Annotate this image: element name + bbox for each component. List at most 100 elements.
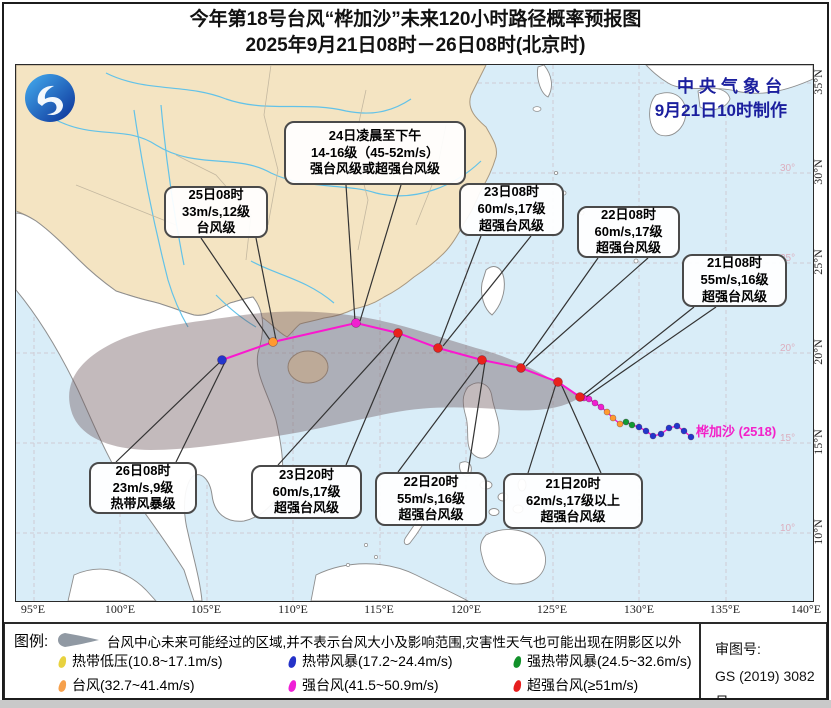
hainan-island bbox=[287, 350, 329, 384]
inner-lat-label: 30° bbox=[780, 163, 796, 174]
callout-24th: 24日凌晨至下午 14-16级（45-52m/s） 强台风级或超强台风级 bbox=[284, 121, 466, 185]
page-title: 今年第18号台风“桦加沙”未来120小时路径概率预报图 bbox=[189, 9, 642, 30]
borneo-island bbox=[310, 563, 469, 601]
lat-tick-label: 20°N bbox=[811, 339, 826, 365]
legend-item-label: 台风(32.7~41.4m/s) bbox=[72, 677, 195, 693]
page-subtitle: 2025年9月21日08时－26日08时(北京时) bbox=[245, 35, 586, 56]
legend-item-td: 热带低压(10.8~17.1m/s) bbox=[57, 651, 223, 671]
sty-marker-icon bbox=[287, 679, 298, 693]
callout-line: 21日08时 bbox=[707, 255, 762, 271]
legend-item-label: 强热带风暴(24.5~32.6m/s) bbox=[527, 653, 692, 669]
cma-logo bbox=[25, 74, 75, 122]
callout-line: 33m/s,12级 bbox=[182, 203, 250, 219]
legend-item-label: 热带低压(10.8~17.1m/s) bbox=[72, 653, 223, 669]
agency-name: 中央气象台 bbox=[677, 77, 787, 96]
lon-tick-label: 105°E bbox=[190, 602, 222, 616]
track-point bbox=[657, 430, 665, 438]
callout-line: 21日20时 bbox=[545, 475, 601, 491]
inner-lat-label: 25° bbox=[780, 253, 796, 264]
track-point bbox=[609, 414, 617, 422]
callout-line: 超强台风级 bbox=[540, 509, 606, 525]
track-point bbox=[673, 422, 681, 430]
track-point bbox=[616, 420, 624, 428]
legend-item-ts: 热带风暴(17.2~24.4m/s) bbox=[287, 651, 453, 671]
callout-22nd-20h: 22日20时 55m/s,16级 超强台风级 bbox=[375, 472, 487, 526]
callout-line: 60m/s,17级 bbox=[477, 201, 546, 217]
sumatra-island bbox=[67, 568, 157, 601]
callout-23rd-08h: 23日08时 60m/s,17级 超强台风级 bbox=[459, 183, 564, 236]
callout-line: 55m/s,16级 bbox=[700, 272, 769, 288]
callout-line: 60m/s,17级 bbox=[594, 223, 663, 239]
callout-line: 超强台风级 bbox=[701, 288, 767, 304]
callout-line: 55m/s,16级 bbox=[397, 490, 465, 506]
track-point bbox=[635, 423, 643, 431]
map-title-block: 今年第18号台风“桦加沙”未来120小时路径概率预报图 2025年9月21日08… bbox=[0, 7, 831, 59]
track-point bbox=[268, 337, 278, 347]
lon-tick-label: 95°E bbox=[20, 602, 46, 616]
cone-icon bbox=[58, 633, 99, 647]
approval-label: 审图号: bbox=[715, 641, 761, 657]
td-marker-icon bbox=[57, 655, 68, 669]
track-point bbox=[351, 318, 361, 328]
lat-tick-label: 35°N bbox=[811, 69, 826, 95]
callout-line: 超强台风级 bbox=[595, 240, 661, 256]
callout-line: 62m/s,17级以上 bbox=[526, 492, 620, 508]
callout-line: 22日08时 bbox=[601, 206, 656, 222]
callout-line: 26日08时 bbox=[115, 462, 171, 478]
callout-line: 24日凌晨至下午 bbox=[328, 127, 422, 143]
track-point bbox=[591, 399, 599, 407]
callout-line: 60m/s,17级 bbox=[272, 483, 341, 499]
track-point bbox=[680, 427, 688, 435]
lon-tick-label: 130°E bbox=[623, 602, 655, 616]
lat-tick-label: 30°N bbox=[811, 159, 826, 185]
callout-21st-20h: 21日20时 62m/s,17级以上 超强台风级 bbox=[503, 473, 643, 529]
callout-line: 22日20时 bbox=[403, 473, 459, 489]
callout-line: 超强台风级 bbox=[398, 507, 464, 523]
bottom-gray-strip bbox=[0, 700, 831, 708]
ty-marker-icon bbox=[57, 679, 68, 693]
callout-line: 热带风暴级 bbox=[110, 496, 176, 512]
callout-25th-08h: 25日08时 33m/s,12级 台风级 bbox=[164, 186, 268, 238]
legend-divider bbox=[699, 624, 701, 698]
callout-line: 台风级 bbox=[196, 220, 236, 236]
ts-marker-icon bbox=[287, 655, 298, 669]
legend-panel: 图例: 台风中心未来可能经过的区域,并不表示台风大小及影响范围,灾害性天气也可能… bbox=[3, 622, 828, 708]
sts-marker-icon bbox=[512, 655, 523, 669]
callout-line: 23m/s,9级 bbox=[112, 479, 174, 495]
typhoon-track bbox=[217, 318, 695, 441]
legend-heading: 图例: bbox=[14, 633, 49, 650]
lat-tick-label: 10°N bbox=[811, 519, 826, 545]
legend-item-label: 强台风(41.5~50.9m/s) bbox=[302, 677, 439, 693]
korea-peninsula bbox=[537, 65, 552, 98]
lat-tick-label: 25°N bbox=[811, 249, 826, 275]
lon-tick-label: 100°E bbox=[104, 602, 136, 616]
legend-item-superty: 超强台风(≥51m/s) bbox=[512, 675, 638, 695]
callout-leader-lines bbox=[115, 184, 717, 474]
lon-tick-label: 120°E bbox=[450, 602, 482, 616]
track-point bbox=[687, 433, 695, 441]
track-point bbox=[642, 427, 650, 435]
lat-tick-label: 15°N bbox=[811, 429, 826, 455]
legend-item-sts: 强热带风暴(24.5~32.6m/s) bbox=[512, 651, 692, 671]
legend-item-sty: 强台风(41.5~50.9m/s) bbox=[287, 675, 439, 695]
lon-tick-label: 110°E bbox=[278, 602, 308, 616]
callout-21st-08h: 21日08时 55m/s,16级 超强台风级 bbox=[682, 254, 787, 307]
track-point bbox=[597, 403, 605, 411]
callout-line: 14-16级（45-52m/s） bbox=[311, 144, 439, 160]
track-point bbox=[575, 392, 585, 402]
callout-line: 23日08时 bbox=[484, 184, 539, 200]
inner-lat-label: 15° bbox=[780, 433, 796, 444]
track-point bbox=[433, 343, 443, 353]
callout-line: 超强台风级 bbox=[478, 217, 544, 233]
track-point bbox=[603, 408, 611, 416]
lon-tick-label: 135°E bbox=[709, 602, 741, 616]
track-point bbox=[217, 355, 227, 365]
forecast-cone bbox=[69, 311, 581, 450]
map-approval-number: 审图号: GS (2019) 3082号 bbox=[715, 636, 826, 708]
callout-line: 23日20时 bbox=[279, 466, 334, 482]
callout-line: 超强台风级 bbox=[273, 500, 339, 516]
track-point bbox=[622, 418, 630, 426]
track-point bbox=[516, 363, 526, 373]
superty-marker-icon bbox=[512, 679, 523, 693]
